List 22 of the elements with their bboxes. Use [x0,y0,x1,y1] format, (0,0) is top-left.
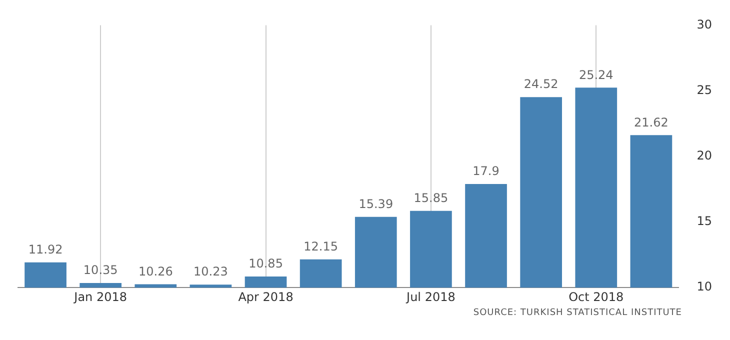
data-label: 12.15 [304,240,338,254]
data-label: 10.23 [194,264,228,279]
y-tick-label: 25 [696,82,712,97]
x-tick-label: Apr 2018 [238,290,294,304]
source-note: SOURCE: TURKISH STATISTICAL INSTITUTE [472,308,683,318]
x-tick-label: Jul 2018 [406,290,456,304]
y-tick-label: 30 [696,17,712,32]
data-label: 25.24 [578,68,614,82]
data-label: 15.85 [414,190,448,205]
data-label: 11.92 [28,242,63,257]
data-label: 10.85 [248,256,283,271]
data-label: 17.9 [472,164,500,178]
data-label: 10.35 [83,263,118,278]
x-tick-label: Oct 2018 [568,290,624,304]
data-label: 24.52 [524,77,558,92]
data-label: 21.62 [634,115,668,130]
y-tick-label: 15 [696,214,712,228]
y-tick-label: 20 [696,148,712,163]
x-tick-label: Jan 2018 [73,290,128,304]
data-label: 10.26 [138,264,173,278]
y-tick-label: 10 [696,280,712,294]
data-label: 15.39 [358,197,394,212]
